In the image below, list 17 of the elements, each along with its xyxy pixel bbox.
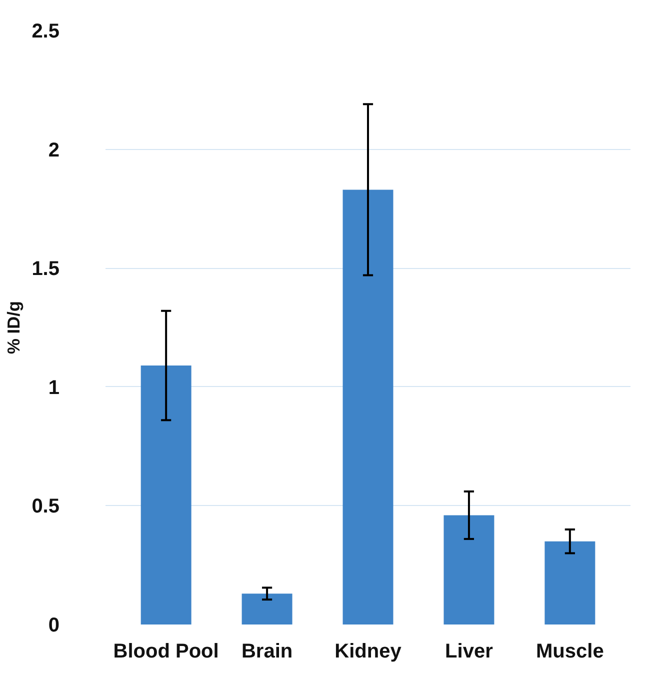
y-tick-label: 2 (48, 139, 60, 162)
y-tick-label: 1 (48, 376, 60, 399)
x-tick-label: Brain (241, 640, 293, 662)
x-tick-label: Muscle (536, 640, 604, 662)
x-tick-label: Blood Pool (113, 640, 219, 662)
y-axis-title: % ID/g (4, 301, 24, 354)
y-tick-label: 1.5 (32, 258, 60, 280)
y-tick-label: 2.5 (32, 20, 60, 42)
bar (242, 594, 292, 624)
y-tick-label: 0 (48, 614, 60, 636)
bar (342, 190, 394, 624)
bar (140, 366, 192, 624)
y-tick-label: 0.5 (32, 496, 60, 518)
x-tick-label: Kidney (334, 640, 402, 662)
bar (444, 515, 494, 624)
x-tick-label: Liver (445, 640, 494, 662)
bar (544, 541, 596, 624)
